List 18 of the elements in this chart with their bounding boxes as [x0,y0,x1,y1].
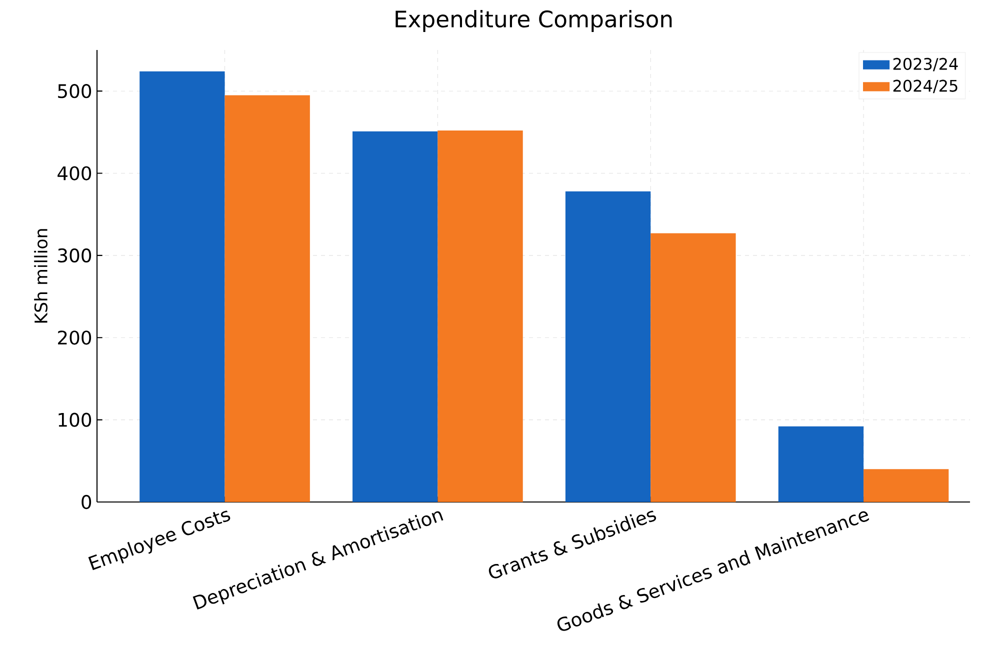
y-tick-label: 100 [58,412,92,427]
legend-label: 2023/24 [893,58,958,72]
bar [352,131,438,502]
y-axis-title: KSh million [34,229,48,323]
bar [224,95,310,502]
bar [864,469,949,502]
bar [140,71,225,502]
bar [438,130,523,502]
bar [565,191,651,502]
y-tick-label: 500 [58,84,92,98]
y-tick-label: 200 [58,330,92,345]
y-tick-label: 0 [82,494,92,510]
chart-title: Expenditure Comparison [396,10,672,32]
bar [778,426,864,502]
y-tick-label: 300 [58,248,92,263]
bar [650,233,736,502]
y-tick-label: 400 [58,166,92,180]
legend-label: 2024/25 [893,80,958,94]
